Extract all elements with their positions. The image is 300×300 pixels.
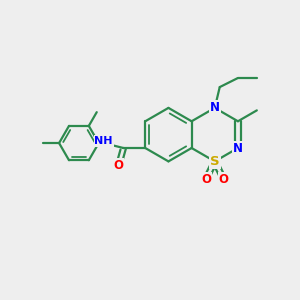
Text: O: O (201, 172, 211, 186)
Text: S: S (210, 155, 220, 168)
Text: O: O (113, 159, 124, 172)
Text: N: N (210, 101, 220, 114)
Text: NH: NH (94, 136, 113, 146)
Text: O: O (219, 172, 229, 186)
Text: N: N (233, 142, 243, 154)
